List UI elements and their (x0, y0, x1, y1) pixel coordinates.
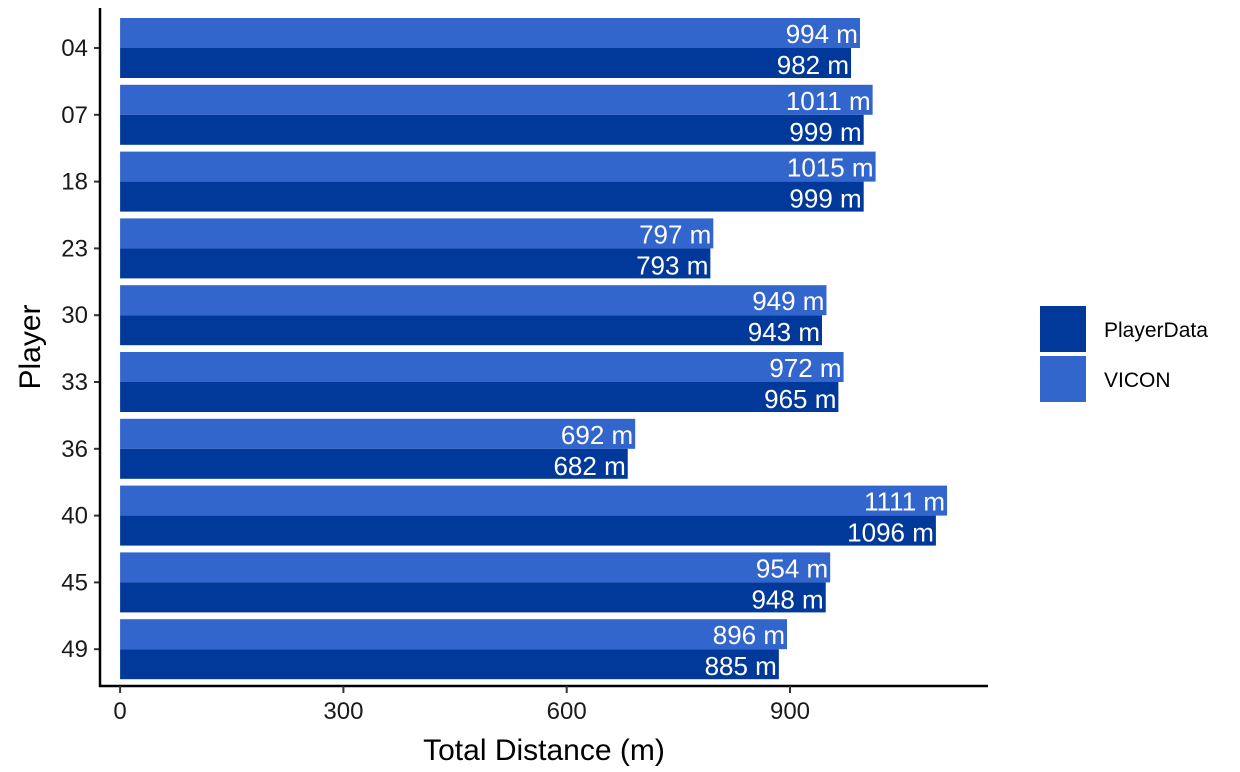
legend-swatch-vicon (1040, 356, 1086, 402)
bar-playerdata-45 (120, 582, 826, 613)
bars-layer (120, 18, 948, 680)
data-label-playerdata-45: 948 m (751, 584, 823, 614)
data-label-vicon-33: 972 m (769, 353, 841, 383)
x-tick-label-600: 600 (547, 698, 587, 725)
bar-vicon-33 (120, 352, 844, 382)
x-axis-title: Total Distance (m) (423, 734, 665, 767)
data-label-vicon-23: 797 m (639, 219, 711, 249)
y-tick-label-18: 18 (61, 169, 88, 196)
data-label-playerdata-07: 999 m (789, 117, 861, 147)
data-label-vicon-45: 954 m (756, 553, 828, 583)
x-tick-label-900: 900 (770, 698, 810, 725)
y-tick-label-04: 04 (61, 35, 88, 62)
data-label-vicon-36: 692 m (561, 420, 633, 450)
bar-playerdata-36 (120, 448, 628, 479)
data-label-playerdata-49: 885 m (705, 651, 777, 681)
legend: PlayerData VICON (1040, 306, 1208, 402)
bar-playerdata-07 (120, 114, 864, 145)
y-tick-label-30: 30 (61, 302, 88, 329)
bar-vicon-30 (120, 285, 827, 316)
bar-playerdata-04 (120, 48, 852, 78)
legend-label-playerdata: PlayerData (1104, 319, 1208, 342)
data-label-vicon-30: 949 m (752, 286, 824, 316)
data-label-playerdata-30: 943 m (748, 317, 820, 347)
data-label-playerdata-40: 1096 m (847, 518, 934, 548)
y-tick-label-36: 36 (61, 436, 88, 463)
y-tick-label-07: 07 (61, 102, 88, 129)
data-label-playerdata-36: 682 m (553, 451, 625, 481)
y-tick-label-23: 23 (61, 235, 88, 262)
bar-playerdata-18 (120, 181, 864, 212)
data-label-vicon-49: 896 m (713, 620, 785, 650)
data-label-vicon-40: 1111 m (864, 487, 945, 517)
data-label-playerdata-23: 793 m (636, 250, 708, 280)
bar-vicon-23 (120, 218, 714, 249)
y-axis-title: Player (14, 304, 47, 389)
bar-vicon-18 (120, 151, 876, 182)
legend-label-vicon: VICON (1104, 369, 1171, 392)
bar-vicon-36 (120, 418, 636, 449)
y-tick-label-49: 49 (61, 636, 88, 663)
data-label-playerdata-18: 999 m (789, 184, 861, 214)
data-label-vicon-07: 1011 m (786, 86, 871, 116)
y-tick-label-33: 33 (61, 369, 88, 396)
x-tick-label-300: 300 (323, 698, 363, 725)
bar-vicon-45 (120, 552, 831, 583)
bar-vicon-07 (120, 84, 873, 115)
bar-playerdata-40 (120, 515, 936, 546)
data-label-playerdata-33: 965 m (764, 384, 836, 414)
y-tick-label-40: 40 (61, 503, 88, 530)
bar-playerdata-30 (120, 315, 823, 346)
data-label-vicon-18: 1015 m (787, 153, 874, 183)
bar-playerdata-49 (120, 649, 779, 680)
data-label-vicon-04: 994 m (786, 19, 858, 49)
data-label-playerdata-04: 982 m (777, 50, 849, 80)
bar-playerdata-23 (120, 248, 711, 279)
bar-playerdata-33 (120, 382, 839, 412)
legend-swatch-playerdata (1040, 306, 1086, 352)
axes-layer: 04 07 18 23 30 33 36 40 45 49 0 300 600 900 Total Dist… (14, 8, 988, 767)
bar-vicon-40 (120, 485, 948, 516)
bar-vicon-49 (120, 619, 788, 650)
bar-vicon-04 (120, 18, 860, 48)
y-tick-label-45: 45 (61, 569, 88, 596)
x-tick-label-0: 0 (113, 698, 126, 725)
